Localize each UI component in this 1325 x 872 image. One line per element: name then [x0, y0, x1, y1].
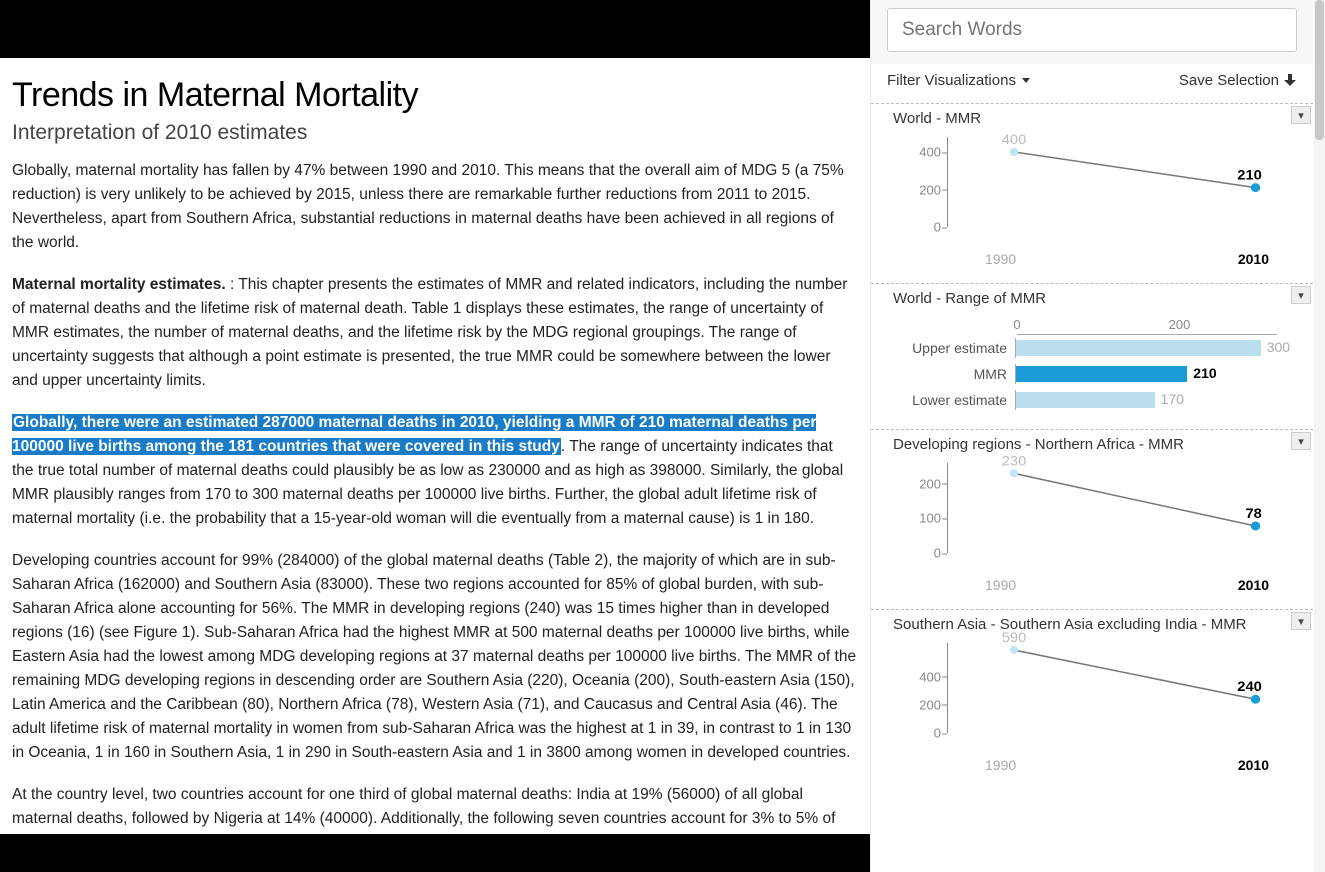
caret-down-icon [1022, 78, 1030, 83]
page-title: Trends in Maternal Mortality [12, 76, 858, 115]
filter-label: Filter Visualizations [887, 72, 1016, 89]
viz-card: ▾Developing regions - Northern Africa - … [871, 436, 1313, 601]
plot-area: 590 240 [951, 643, 1287, 733]
search-wrap [871, 0, 1313, 64]
svg-text:240: 240 [1237, 680, 1262, 696]
bar-label: MMR [897, 366, 1015, 382]
save-label: Save Selection [1179, 72, 1279, 89]
plot-area: 230 78 [951, 463, 1287, 553]
y-axis-line [947, 137, 948, 227]
bar-chart: 0200Upper estimate300MMR210Lower estimat… [897, 317, 1297, 413]
viz-expand-button[interactable]: ▾ [1291, 612, 1311, 630]
viz-title: Southern Asia - Southern Asia excluding … [893, 616, 1297, 633]
article-body: Trends in Maternal Mortality Interpretat… [0, 58, 870, 872]
bar-track: 300 [1015, 338, 1277, 358]
x-label-start: 1990 [985, 577, 1016, 593]
y-axis-line [947, 463, 948, 553]
svg-text:78: 78 [1245, 506, 1261, 522]
x-label-end: 2010 [1238, 251, 1269, 267]
bar-track: 210 [1015, 364, 1277, 384]
page-subtitle: Interpretation of 2010 estimates [12, 121, 858, 145]
viz-pane: Filter Visualizations Save Selection ▾Wo… [870, 0, 1325, 872]
bar-label: Upper estimate [897, 340, 1015, 356]
svg-text:400: 400 [1002, 132, 1027, 148]
x-label-start: 1990 [985, 251, 1016, 267]
search-input[interactable] [887, 8, 1297, 52]
y-tick: 200 [919, 182, 941, 197]
x-tick: 0 [1013, 317, 1020, 332]
viz-card: ▾World - MMR0200400 400 210 19902010 [871, 110, 1313, 275]
article-pane: Trends in Maternal Mortality Interpretat… [0, 0, 870, 872]
x-label-start: 1990 [985, 757, 1016, 773]
viz-title: World - MMR [893, 110, 1297, 127]
x-axis: 0200 [1017, 317, 1277, 335]
viz-title: Developing regions - Northern Africa - M… [893, 436, 1297, 453]
x-label-end: 2010 [1238, 757, 1269, 773]
viz-separator [871, 103, 1313, 104]
bar-label: Lower estimate [897, 392, 1015, 408]
bar-row: Lower estimate 170 [897, 387, 1297, 413]
download-icon [1283, 74, 1297, 88]
y-axis-line [947, 643, 948, 733]
scrollbar[interactable] [1314, 0, 1325, 872]
bar-row: Upper estimate300 [897, 335, 1297, 361]
plot-area: 400 210 [951, 137, 1287, 227]
y-tick: 400 [919, 145, 941, 160]
x-tick: 200 [1169, 317, 1191, 332]
paragraph-4: Developing countries account for 99% (28… [12, 549, 858, 765]
svg-text:210: 210 [1237, 168, 1262, 184]
save-selection-button[interactable]: Save Selection [1179, 72, 1297, 89]
bar-row: MMR 210 [897, 361, 1297, 387]
y-tick: 100 [919, 511, 941, 526]
paragraph-2: Maternal mortality estimates. : This cha… [12, 273, 858, 393]
viz-title: World - Range of MMR [893, 290, 1297, 307]
viz-card: ▾World - Range of MMR0200Upper estimate3… [871, 290, 1313, 421]
y-axis: 0200400 [903, 643, 947, 733]
line-chart: 0 200 400 590 240 1990 2010 [903, 643, 1297, 773]
bar-value: 170 [1161, 391, 1184, 407]
y-axis: 0200400 [903, 137, 947, 227]
viz-card: ▾Southern Asia - Southern Asia excluding… [871, 616, 1313, 781]
y-tick: 200 [919, 476, 941, 491]
filter-visualizations-button[interactable]: Filter Visualizations [887, 72, 1030, 89]
svg-text:590: 590 [1002, 630, 1027, 646]
line-chart: 0 200 400 400 210 1990 2010 [903, 137, 1297, 267]
line-chart: 0 100 200 230 78 1990 2010 [903, 463, 1297, 593]
y-tick: 0 [934, 726, 941, 741]
bar-value: 210 [1193, 365, 1216, 381]
y-tick: 0 [934, 220, 941, 235]
bar-value: 300 [1267, 339, 1290, 355]
scrollbar-thumb[interactable] [1315, 0, 1324, 140]
bar [1016, 366, 1187, 382]
svg-text:230: 230 [1002, 454, 1027, 470]
p2-lead: Maternal mortality estimates. [12, 276, 226, 293]
viz-expand-button[interactable]: ▾ [1291, 432, 1311, 450]
viz-expand-button[interactable]: ▾ [1291, 286, 1311, 304]
bottom-black-bar [0, 834, 870, 872]
bar [1016, 340, 1261, 356]
viz-list: ▾World - MMR0200400 400 210 19902010▾Wor… [871, 103, 1313, 781]
viz-separator [871, 609, 1313, 610]
viz-separator [871, 283, 1313, 284]
y-tick: 400 [919, 669, 941, 684]
y-tick: 0 [934, 546, 941, 561]
viz-expand-button[interactable]: ▾ [1291, 106, 1311, 124]
bar [1016, 392, 1155, 408]
x-label-end: 2010 [1238, 577, 1269, 593]
paragraph-1: Globally, maternal mortality has fallen … [12, 159, 858, 255]
viz-separator [871, 429, 1313, 430]
y-axis: 0100200 [903, 463, 947, 553]
paragraph-3: Globally, there were an estimated 287000… [12, 411, 858, 531]
y-tick: 200 [919, 697, 941, 712]
viz-scroll[interactable]: Filter Visualizations Save Selection ▾Wo… [871, 0, 1313, 872]
top-black-bar [0, 0, 870, 58]
bar-track: 170 [1015, 390, 1277, 410]
viz-toolbar: Filter Visualizations Save Selection [871, 64, 1313, 95]
